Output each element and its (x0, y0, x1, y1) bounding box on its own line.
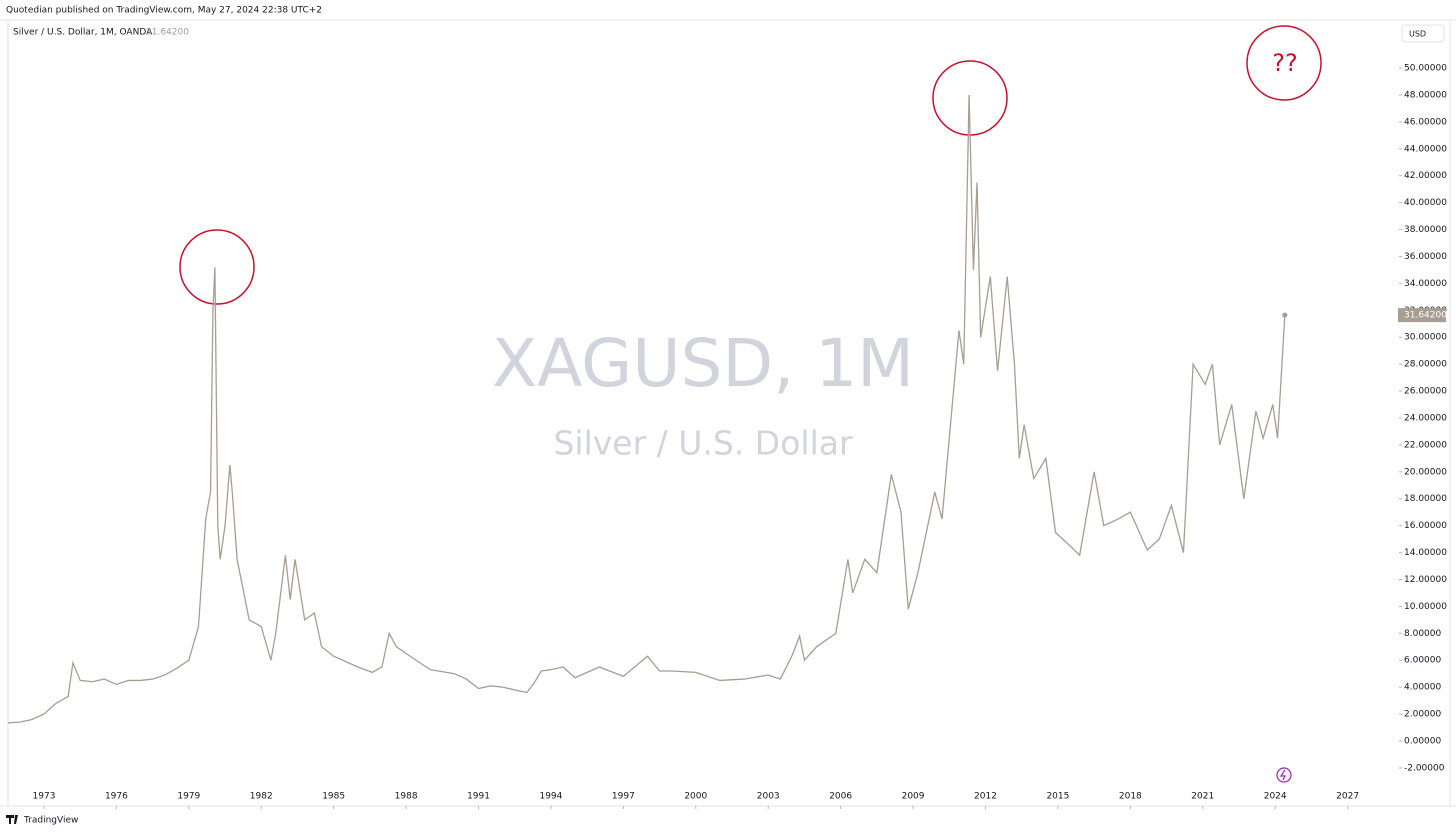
y-tick-label: 0.00000 (1404, 736, 1441, 746)
y-tick-label: 14.00000 (1404, 548, 1447, 558)
y-tick-label: 2.00000 (1404, 710, 1441, 720)
brand-logo (6, 815, 18, 824)
y-tick-label: 26.00000 (1404, 387, 1447, 397)
y-tick-label: 10.00000 (1404, 602, 1447, 612)
x-tick-label: 1994 (539, 792, 562, 802)
currency-button[interactable] (1401, 24, 1445, 43)
x-tick-label: 2027 (1336, 792, 1359, 802)
alert-icon[interactable] (1276, 767, 1292, 783)
header-price: 31.64200 (146, 28, 189, 38)
y-tick-label: 8.00000 (1404, 629, 1441, 639)
price-label-box (1398, 308, 1446, 323)
y-tick-label: 30.00000 (1404, 333, 1447, 343)
y-tick-label: 12.00000 (1404, 575, 1447, 585)
y-tick-label: 18.00000 (1404, 494, 1447, 504)
y-tick-label: 38.00000 (1404, 225, 1447, 235)
currency-label[interactable]: USD (1409, 30, 1426, 39)
publisher-note: Quotedian published on TradingView.com, … (6, 6, 322, 16)
annotation: ?? (1272, 49, 1297, 77)
y-tick-label: 6.00000 (1404, 656, 1441, 666)
x-tick-label: 1997 (612, 792, 635, 802)
watermark-symbol: XAGUSD, 1M (492, 325, 914, 402)
chart-title: Silver / U.S. Dollar, 1M, OANDA (13, 28, 153, 38)
x-tick-label: 2003 (757, 792, 780, 802)
alert-icon-bolt (1279, 769, 1286, 781)
y-tick-label: 28.00000 (1404, 360, 1447, 370)
x-tick-label: 2009 (902, 792, 925, 802)
y-tick-label: 50.00000 (1404, 64, 1447, 74)
price-label: 31.64200 (1404, 311, 1447, 321)
y-tick-label: 24.00000 (1404, 413, 1447, 423)
x-tick-label: 1976 (105, 792, 128, 802)
y-tick-label: 44.00000 (1404, 144, 1447, 154)
watermark-name: Silver / U.S. Dollar (553, 424, 853, 463)
x-tick-label: 2018 (1119, 792, 1142, 802)
highlight-circle (1246, 25, 1322, 101)
y-tick-label: 36.00000 (1404, 252, 1447, 262)
y-tick-label: 48.00000 (1404, 90, 1447, 100)
y-tick-label: 20.00000 (1404, 467, 1447, 477)
y-tick-label: 40.00000 (1404, 198, 1447, 208)
x-tick-label: 1979 (177, 792, 200, 802)
x-tick-label: 1991 (467, 792, 490, 802)
x-tick-label: 2000 (684, 792, 707, 802)
price-line (7, 94, 1286, 724)
x-tick-label: 1973 (33, 792, 56, 802)
x-tick-label: 1988 (395, 792, 418, 802)
y-tick-label: 4.00000 (1404, 683, 1441, 693)
x-tick-label: 2021 (1191, 792, 1214, 802)
x-tick-label: 1982 (250, 792, 273, 802)
x-tick-label: 2015 (1046, 792, 1069, 802)
y-tick-label: 46.00000 (1404, 117, 1447, 127)
highlight-circle (179, 229, 255, 305)
footer-brand: TradingView (23, 816, 78, 826)
x-tick-label: 2006 (829, 792, 852, 802)
x-tick-label: 1985 (322, 792, 345, 802)
y-tick-label: 22.00000 (1404, 440, 1447, 450)
x-tick-label: 2024 (1264, 792, 1287, 802)
y-tick-label: 16.00000 (1404, 521, 1447, 531)
y-tick-label: 42.00000 (1404, 171, 1447, 181)
y-tick-label: -2.00000 (1404, 763, 1445, 773)
x-tick-label: 2012 (974, 792, 997, 802)
y-tick-label: 34.00000 (1404, 279, 1447, 289)
last-point (1282, 312, 1288, 318)
